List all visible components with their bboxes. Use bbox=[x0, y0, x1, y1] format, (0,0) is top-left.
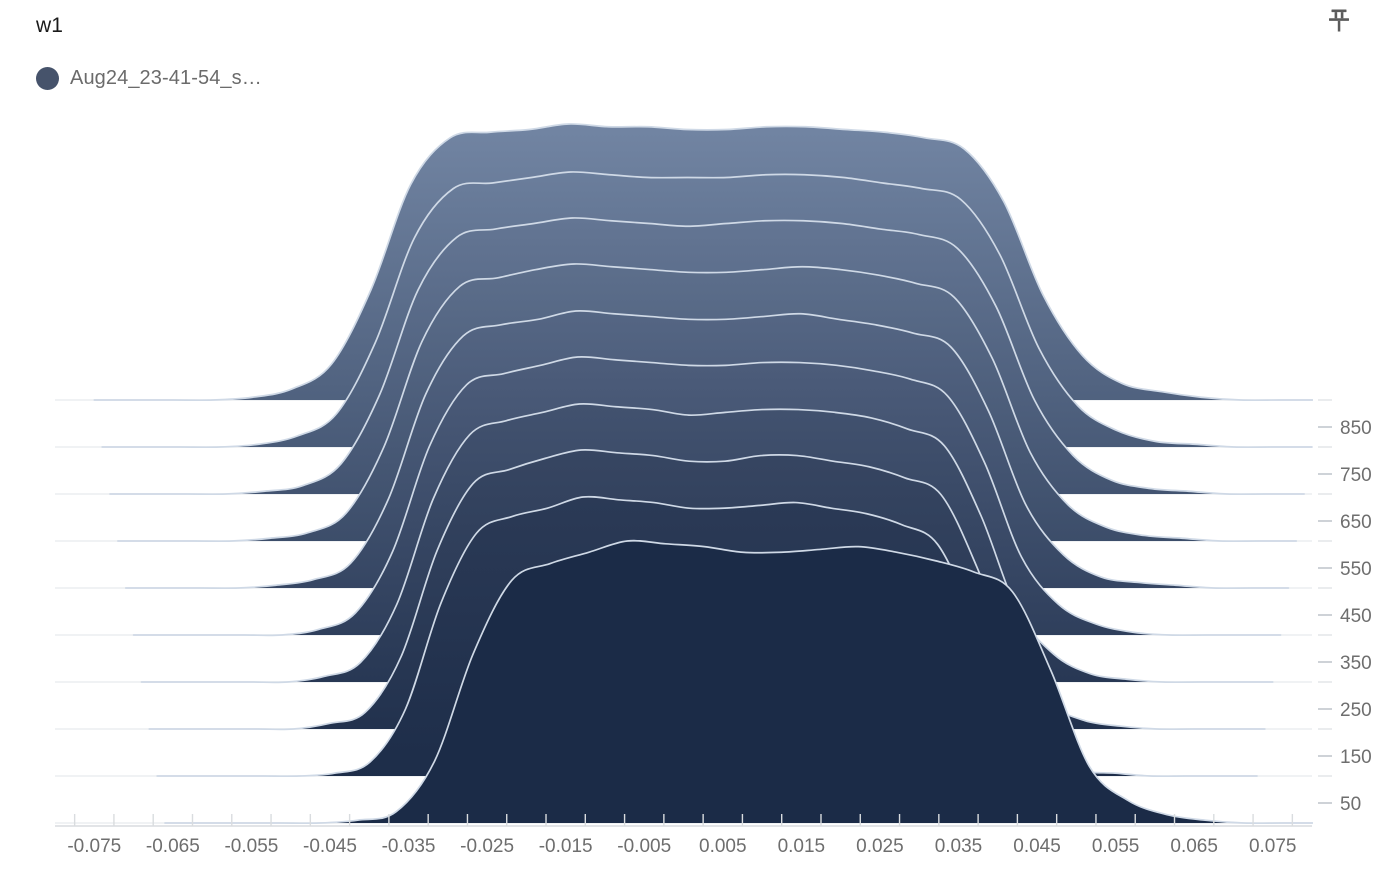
x-axis-tick-label: -0.045 bbox=[303, 836, 357, 857]
pin-button[interactable] bbox=[1322, 6, 1356, 40]
x-axis-tick-label: -0.015 bbox=[539, 836, 593, 857]
x-axis-tick-label: 0.055 bbox=[1092, 836, 1140, 857]
gridlines bbox=[55, 399, 1312, 824]
ridge-50 bbox=[55, 495, 1312, 778]
y-axis: 50 150 250 350 450 550 650 750 850 bbox=[1318, 399, 1372, 815]
ridge-series bbox=[55, 123, 1313, 824]
ridge-150 bbox=[55, 448, 1312, 731]
x-axis-tick-label: 0.005 bbox=[699, 836, 747, 857]
x-axis-tick-label: 0.025 bbox=[856, 836, 904, 857]
x-axis-tick-label: 0.075 bbox=[1249, 836, 1297, 857]
x-axis-tick-label: -0.065 bbox=[146, 836, 200, 857]
x-axis-tick-label: 0.065 bbox=[1170, 836, 1218, 857]
y-axis-tick-label: 850 bbox=[1340, 418, 1372, 439]
x-axis-tick-label: -0.075 bbox=[67, 836, 121, 857]
x-axis-tick-label: 0.015 bbox=[778, 836, 826, 857]
x-axis-tick-label: -0.035 bbox=[382, 836, 436, 857]
legend-item-label: Aug24_23-41-54_s… bbox=[70, 67, 262, 89]
y-axis-tick-label: 550 bbox=[1340, 559, 1372, 580]
y-axis-tick-label: 650 bbox=[1340, 512, 1372, 533]
x-axis-tick-label: -0.055 bbox=[224, 836, 278, 857]
x-axis-tick-label: 0.045 bbox=[1013, 836, 1061, 857]
ridge-850 bbox=[55, 123, 1313, 402]
page-title: w1 bbox=[36, 14, 64, 37]
chart-legend[interactable]: Aug24_23-41-54_s… bbox=[36, 66, 262, 90]
ridge-650 bbox=[55, 217, 1312, 496]
y-axis-tick-label: 750 bbox=[1340, 465, 1372, 486]
ridge-350 bbox=[55, 355, 1312, 637]
ridge-0 bbox=[55, 539, 1313, 824]
x-axis-tick-label: 0.035 bbox=[935, 836, 983, 857]
ridge-550 bbox=[55, 263, 1312, 543]
y-axis-tick-label: 250 bbox=[1340, 700, 1372, 721]
y-axis-tick-label: 50 bbox=[1340, 794, 1361, 815]
y-axis-tick-label: 350 bbox=[1340, 653, 1372, 674]
ridge-750 bbox=[55, 171, 1313, 449]
ridge-450 bbox=[55, 309, 1312, 590]
y-axis-tick-label: 450 bbox=[1340, 606, 1372, 627]
pushpin-icon bbox=[1326, 8, 1352, 39]
x-axis-tick-label: -0.005 bbox=[617, 836, 671, 857]
legend-swatch-icon bbox=[36, 66, 59, 90]
x-axis: -0.075 -0.065 -0.055 -0.045 -0.035 -0.025 -0.0… bbox=[55, 814, 1312, 857]
x-axis-tick-label: -0.025 bbox=[460, 836, 514, 857]
ridge-250 bbox=[55, 402, 1312, 684]
y-axis-tick-label: 150 bbox=[1340, 747, 1372, 768]
